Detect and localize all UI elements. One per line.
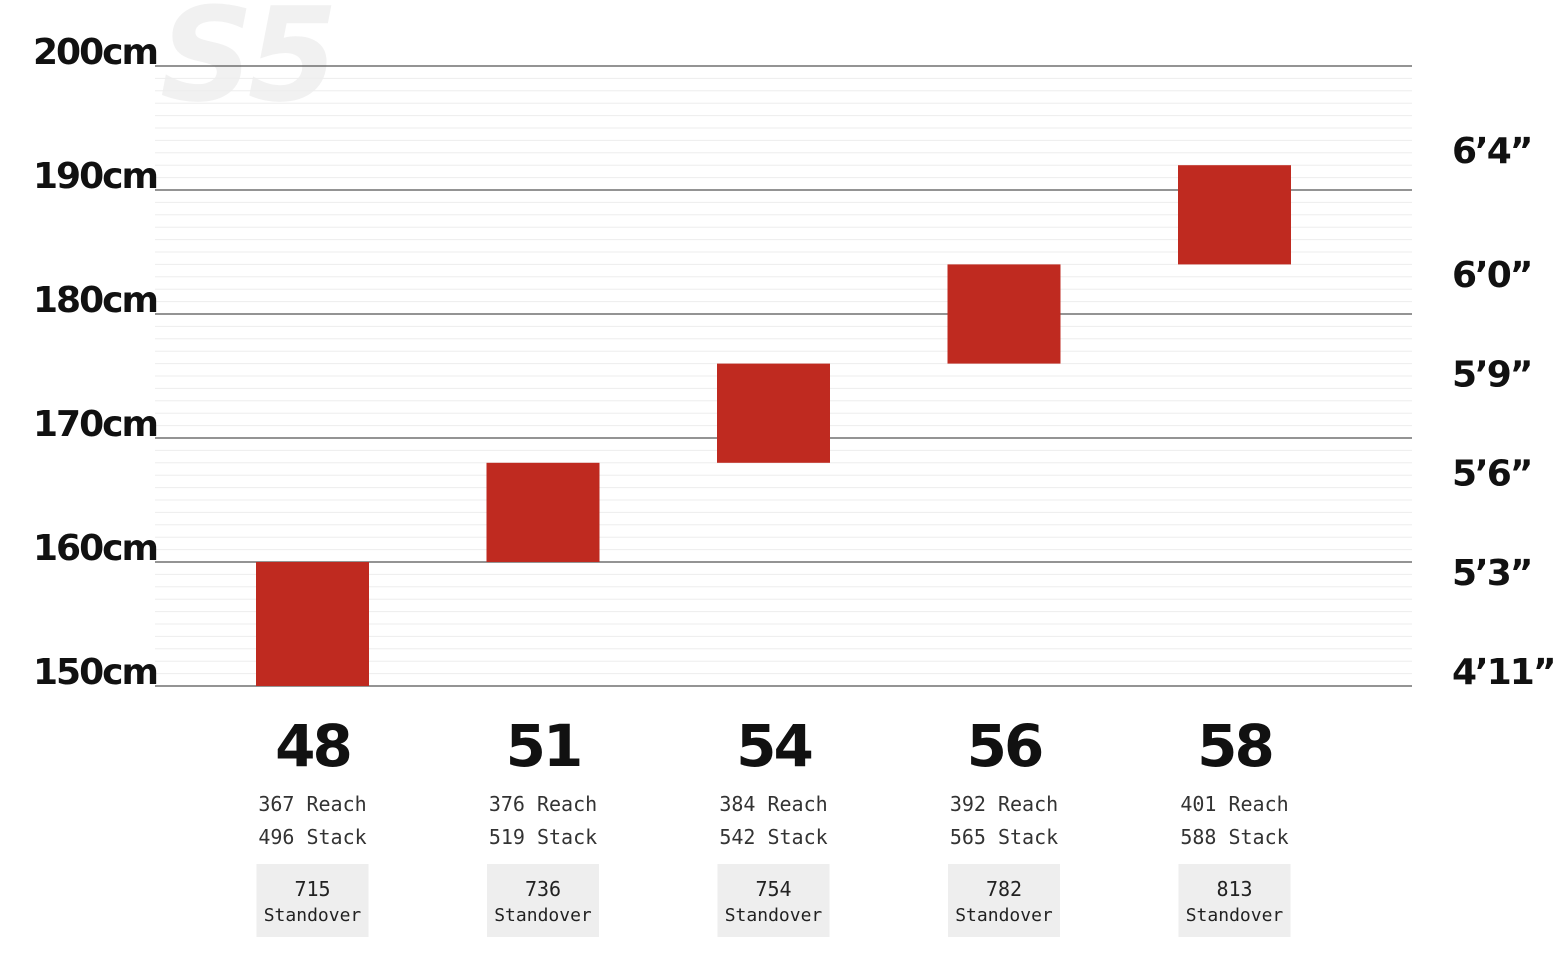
y-tick-label: 170cm [33,404,157,445]
y-tick-label: 180cm [33,280,157,321]
size-range-bar [486,462,600,562]
stack-value: 542 Stack [719,825,827,849]
frame-size-label: 54 [736,712,811,780]
stack-value: 588 Stack [1180,825,1288,849]
stack-value: 496 Stack [258,825,366,849]
reach-value: 376 Reach [489,792,597,816]
right-axis-label: 6’0” [1452,255,1531,296]
standover-value: 813 [1216,877,1252,901]
y-tick-label: 150cm [33,652,157,693]
standover-box [948,864,1060,937]
reach-value: 384 Reach [719,792,827,816]
right-axis-label: 6’4” [1452,131,1531,172]
standover-box [256,864,369,937]
frame-size-label: 58 [1197,712,1272,780]
standover-value: 715 [294,877,330,901]
standover-label: Standover [955,905,1053,926]
stack-value: 519 Stack [489,825,597,849]
size-range-bar [1178,165,1291,265]
right-axis-label: 5’9” [1452,354,1531,395]
standover-label: Standover [494,905,592,926]
y-tick-label: 190cm [33,156,157,197]
y-tick-label: 160cm [33,528,157,569]
frame-size-label: 48 [275,712,350,780]
reach-value: 392 Reach [950,792,1058,816]
right-axis-label: 5’3” [1452,553,1531,594]
standover-value: 782 [986,877,1022,901]
standover-box [487,864,599,937]
right-axis-label: 5’6” [1452,454,1531,495]
stack-value: 565 Stack [950,825,1058,849]
standover-label: Standover [725,905,823,926]
right-axis-label: 4’11” [1452,652,1554,693]
size-range-bar [717,363,830,463]
reach-value: 367 Reach [258,792,366,816]
frame-size-label: 56 [967,712,1042,780]
size-range-bar [256,562,369,686]
standover-box [1178,864,1291,937]
standover-label: Standover [264,905,362,926]
size-range-bar [947,264,1061,364]
standover-value: 754 [755,877,791,901]
standover-box [717,864,830,937]
standover-value: 736 [525,877,561,901]
standover-label: Standover [1186,905,1284,926]
frame-size-label: 51 [506,712,581,780]
reach-value: 401 Reach [1180,792,1288,816]
y-tick-label: 200cm [33,32,157,73]
